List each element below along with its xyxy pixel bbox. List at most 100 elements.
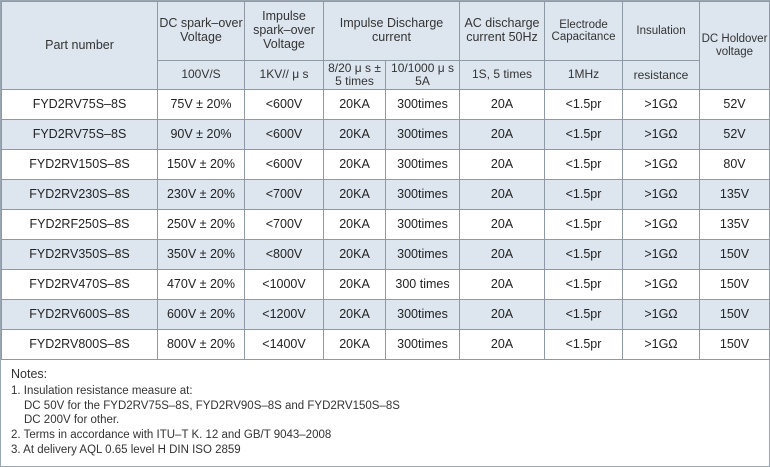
- spec-table: Part number DC spark–over Voltage Impuls…: [1, 1, 770, 360]
- cell-dc-holdover: 52V: [699, 119, 770, 150]
- cell-ac-discharge: 20A: [459, 209, 545, 240]
- cell-impulse-8-20: 20KA: [323, 269, 386, 300]
- table-row: FYD2RV350S–8S 350V ± 20% <800V 20KA 300t…: [1, 239, 770, 270]
- header-impulse-8-20: 8/20 μ s ± 5 times: [323, 60, 386, 90]
- table-row: FYD2RV75S–8S 75V ± 20% <600V 20KA 300tim…: [1, 89, 770, 120]
- cell-impulse-8-20: 20KA: [323, 329, 386, 360]
- cell-capacitance: <1.5pr: [544, 149, 623, 180]
- header-part-number: Part number: [1, 1, 158, 90]
- note-1: 1. Insulation resistance measure at:: [11, 385, 193, 397]
- cell-ac-discharge: 20A: [459, 239, 545, 270]
- cell-capacitance: <1.5pr: [544, 119, 623, 150]
- cell-dc-holdover: 80V: [699, 149, 770, 180]
- cell-impulse-sparkover: <600V: [244, 119, 324, 150]
- cell-ac-discharge: 20A: [459, 329, 545, 360]
- table-row: FYD2RV75S–8S 90V ± 20% <600V 20KA 300tim…: [1, 119, 770, 150]
- cell-ac-discharge: 20A: [459, 179, 545, 210]
- cell-insulation: >1GΩ: [622, 329, 700, 360]
- table-row: FYD2RV150S–8S 150V ± 20% <600V 20KA 300t…: [1, 149, 770, 180]
- header-insulation: Insulation: [622, 1, 700, 61]
- cell-impulse-10-1000: 300 times: [385, 269, 460, 300]
- cell-part-number: FYD2RV800S–8S: [1, 329, 158, 360]
- cell-dc-sparkover: 600V ± 20%: [157, 299, 245, 330]
- cell-insulation: >1GΩ: [622, 149, 700, 180]
- cell-impulse-8-20: 20KA: [323, 179, 386, 210]
- cell-dc-sparkover: 230V ± 20%: [157, 179, 245, 210]
- cell-insulation: >1GΩ: [622, 89, 700, 120]
- cell-part-number: FYD2RV350S–8S: [1, 239, 158, 270]
- header-electrode-capacitance: Electrode Capacitance: [544, 1, 623, 61]
- cell-impulse-10-1000: 300times: [385, 119, 460, 150]
- cell-insulation: >1GΩ: [622, 239, 700, 270]
- cell-dc-holdover: 135V: [699, 209, 770, 240]
- header-impulse-10-1000: 10/1000 μ s 5A: [385, 60, 460, 90]
- cell-dc-holdover: 150V: [699, 329, 770, 360]
- cell-impulse-sparkover: <700V: [244, 209, 324, 240]
- cell-insulation: >1GΩ: [622, 269, 700, 300]
- cell-ac-discharge: 20A: [459, 299, 545, 330]
- cell-ac-discharge: 20A: [459, 269, 545, 300]
- cell-ac-discharge: 20A: [459, 119, 545, 150]
- cell-insulation: >1GΩ: [622, 119, 700, 150]
- table-row: FYD2RV800S–8S 800V ± 20% <1400V 20KA 300…: [1, 329, 770, 360]
- table-body: FYD2RV75S–8S 75V ± 20% <600V 20KA 300tim…: [1, 89, 770, 360]
- cell-capacitance: <1.5pr: [544, 329, 623, 360]
- table-header: Part number DC spark–over Voltage Impuls…: [1, 1, 770, 90]
- cell-capacitance: <1.5pr: [544, 89, 623, 120]
- cell-dc-holdover: 135V: [699, 179, 770, 210]
- cell-dc-sparkover: 800V ± 20%: [157, 329, 245, 360]
- cell-impulse-sparkover: <600V: [244, 89, 324, 120]
- cell-capacitance: <1.5pr: [544, 269, 623, 300]
- cell-dc-holdover: 150V: [699, 299, 770, 330]
- cell-impulse-8-20: 20KA: [323, 119, 386, 150]
- cell-insulation: >1GΩ: [622, 179, 700, 210]
- cell-impulse-sparkover: <1200V: [244, 299, 324, 330]
- cell-impulse-10-1000: 300times: [385, 239, 460, 270]
- table-row: FYD2RV470S–8S 470V ± 20% <1000V 20KA 300…: [1, 269, 770, 300]
- cell-impulse-sparkover: <1400V: [244, 329, 324, 360]
- note-2: 2. Terms in accordance with ITU–T K. 12 …: [11, 429, 332, 442]
- cell-impulse-sparkover: <700V: [244, 179, 324, 210]
- cell-impulse-8-20: 20KA: [323, 239, 386, 270]
- cell-impulse-8-20: 20KA: [323, 299, 386, 330]
- note-1-detail-a: DC 50V for the FYD2RV75S–8S, FYD2RV90S–8…: [24, 399, 400, 412]
- cell-impulse-sparkover: <800V: [244, 239, 324, 270]
- header-impulse-discharge: Impulse Discharge current: [323, 1, 460, 61]
- cell-part-number: FYD2RV75S–8S: [1, 89, 158, 120]
- cell-capacitance: <1.5pr: [544, 209, 623, 240]
- cell-capacitance: <1.5pr: [544, 239, 623, 270]
- cell-ac-discharge: 20A: [459, 89, 545, 120]
- cell-ac-discharge: 20A: [459, 149, 545, 180]
- cell-dc-sparkover: 470V ± 20%: [157, 269, 245, 300]
- notes-section: Notes: 1. Insulation resistance measure …: [1, 360, 769, 458]
- table-row: FYD2RF250S–8S 250V ± 20% <700V 20KA 300t…: [1, 209, 770, 240]
- header-insulation-sub: resistance: [622, 60, 700, 90]
- cell-dc-sparkover: 350V ± 20%: [157, 239, 245, 270]
- header-dc-sparkover-unit: 100V/S: [157, 60, 245, 90]
- table-row: FYD2RV230S–8S 230V ± 20% <700V 20KA 300t…: [1, 179, 770, 210]
- header-dc-sparkover: DC spark–over Voltage: [157, 1, 245, 61]
- cell-impulse-8-20: 20KA: [323, 209, 386, 240]
- header-dc-holdover: DC Holdover voltage: [699, 1, 770, 90]
- cell-dc-sparkover: 75V ± 20%: [157, 89, 245, 120]
- cell-part-number: FYD2RV75S–8S: [1, 119, 158, 150]
- header-impulse-sparkover-unit: 1KV// μ s: [244, 60, 324, 90]
- cell-dc-holdover: 52V: [699, 89, 770, 120]
- header-ac-discharge: AC discharge current 50Hz: [459, 1, 545, 61]
- cell-impulse-sparkover: <600V: [244, 149, 324, 180]
- cell-dc-sparkover: 90V ± 20%: [157, 119, 245, 150]
- cell-impulse-10-1000: 300times: [385, 209, 460, 240]
- cell-part-number: FYD2RV600S–8S: [1, 299, 158, 330]
- cell-dc-sparkover: 250V ± 20%: [157, 209, 245, 240]
- cell-insulation: >1GΩ: [622, 299, 700, 330]
- cell-capacitance: <1.5pr: [544, 179, 623, 210]
- header-capacitance-unit: 1MHz: [544, 60, 623, 90]
- header-impulse-sparkover: Impulse spark–over Voltage: [244, 1, 324, 61]
- cell-impulse-10-1000: 300times: [385, 299, 460, 330]
- header-ac-unit: 1S, 5 times: [459, 60, 545, 90]
- notes-title: Notes:: [11, 367, 48, 381]
- cell-dc-sparkover: 150V ± 20%: [157, 149, 245, 180]
- cell-part-number: FYD2RV150S–8S: [1, 149, 158, 180]
- cell-impulse-8-20: 20KA: [323, 149, 386, 180]
